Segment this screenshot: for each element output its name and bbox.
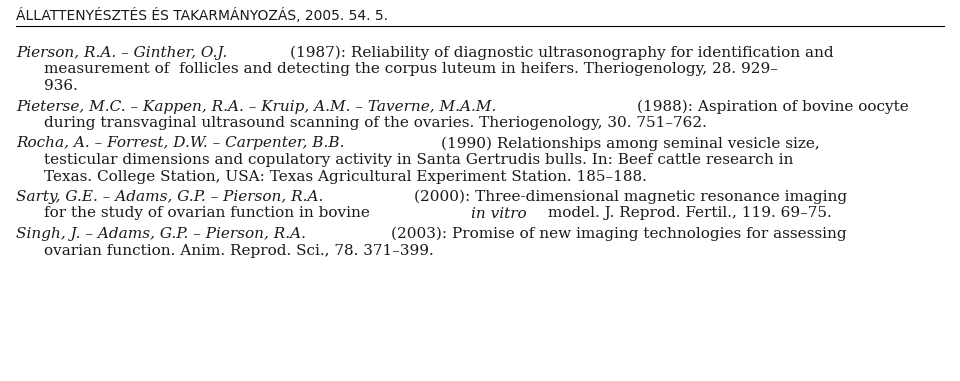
Text: (1990) Relationships among seminal vesicle size,: (1990) Relationships among seminal vesic…: [442, 136, 820, 151]
Text: testicular dimensions and copulatory activity in Santa Gertrudis bulls. In: Beef: testicular dimensions and copulatory act…: [44, 153, 793, 167]
Text: (1988): Aspiration of bovine oocyte: (1988): Aspiration of bovine oocyte: [637, 99, 909, 114]
Text: Pieterse, M.C. – Kappen, R.A. – Kruip, A.M. – Taverne, M.A.M.: Pieterse, M.C. – Kappen, R.A. – Kruip, A…: [16, 99, 496, 114]
Text: Texas. College Station, USA: Texas Agricultural Experiment Station. 185–188.: Texas. College Station, USA: Texas Agric…: [44, 170, 647, 184]
Text: ovarian function. Anim. Reprod. Sci., 78. 371–399.: ovarian function. Anim. Reprod. Sci., 78…: [44, 243, 434, 258]
Text: during transvaginal ultrasound scanning of the ovaries. Theriogenology, 30. 751–: during transvaginal ultrasound scanning …: [44, 116, 707, 130]
Text: measurement of  follicles and detecting the corpus luteum in heifers. Theriogeno: measurement of follicles and detecting t…: [44, 62, 778, 77]
Text: model. J. Reprod. Fertil., 119. 69–75.: model. J. Reprod. Fertil., 119. 69–75.: [542, 207, 831, 221]
Text: in vitro: in vitro: [470, 207, 526, 221]
Text: Sarty, G.E. – Adams, G.P. – Pierson, R.A.: Sarty, G.E. – Adams, G.P. – Pierson, R.A…: [16, 190, 324, 204]
Text: (2000): Three-dimensional magnetic resonance imaging: (2000): Three-dimensional magnetic reson…: [414, 190, 847, 204]
Text: (1987): Reliability of diagnostic ultrasonography for identification and: (1987): Reliability of diagnostic ultras…: [290, 46, 833, 61]
Text: Rocha, A. – Forrest, D.W. – Carpenter, B.B.: Rocha, A. – Forrest, D.W. – Carpenter, B…: [16, 136, 345, 150]
Text: Pierson, R.A. – Ginther, O.J.: Pierson, R.A. – Ginther, O.J.: [16, 46, 228, 60]
Text: Singh, J. – Adams, G.P. – Pierson, R.A.: Singh, J. – Adams, G.P. – Pierson, R.A.: [16, 227, 306, 241]
Text: ÁLLATTENYÉSZTÉS ÉS TAKARMÁNYOZÁS, 2005. 54. 5.: ÁLLATTENYÉSZTÉS ÉS TAKARMÁNYOZÁS, 2005. …: [16, 8, 388, 23]
Text: 936.: 936.: [44, 79, 78, 93]
Text: for the study of ovarian function in bovine: for the study of ovarian function in bov…: [44, 207, 374, 221]
Text: (2003): Promise of new imaging technologies for assessing: (2003): Promise of new imaging technolog…: [392, 227, 847, 242]
